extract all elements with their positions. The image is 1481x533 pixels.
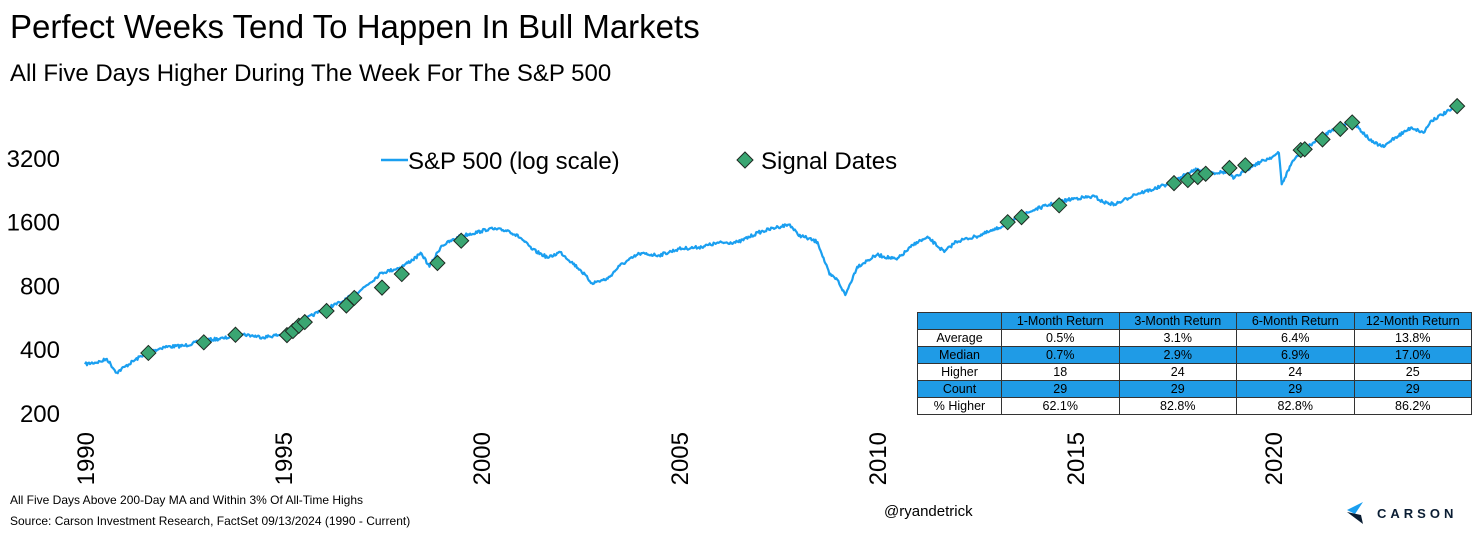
signal-date-marker (1237, 157, 1254, 174)
y-tick-label: 200 (20, 401, 60, 428)
table-cell: 86.2% (1353, 397, 1472, 415)
table-cell: 17.0% (1353, 346, 1472, 364)
signal-date-marker (346, 289, 363, 307)
signal-date-marker (195, 334, 213, 351)
table-row: Count 29 29 29 29 (917, 380, 1472, 398)
legend: S&P 500 (log scale) Signal Dates (381, 148, 897, 175)
table-cell: 18 (1001, 363, 1120, 381)
x-tick-label: 2015 (1063, 432, 1090, 485)
x-tick-label: 1995 (271, 432, 298, 485)
y-axis: 200 400 800 1600 3200 (7, 146, 60, 428)
signal-date-marker (296, 313, 313, 331)
table-cell: 29 (1236, 380, 1355, 398)
x-tick-label: 2000 (469, 432, 496, 485)
row-label: Median (917, 346, 1002, 364)
signal-date-marker (1343, 114, 1361, 131)
signal-date-marker (140, 344, 157, 362)
table-header-corner (917, 312, 1002, 330)
table-cell: 2.9% (1118, 346, 1237, 364)
row-label: Higher (917, 363, 1002, 381)
signal-date-marker (1165, 174, 1183, 192)
author-handle: @ryandetrick (884, 503, 973, 520)
legend-diamond-swatch (736, 151, 754, 169)
source-note: Source: Carson Investment Research, Fact… (10, 514, 411, 528)
table-row: % Higher 62.1% 82.8% 82.8% 86.2% (917, 397, 1472, 415)
table-header-cell: 3-Month Return (1118, 312, 1237, 330)
signal-date-markers (140, 97, 1466, 362)
row-label: Average (917, 329, 1002, 347)
table-header-cell: 1-Month Return (1001, 312, 1120, 330)
x-tick-label: 2005 (667, 432, 694, 485)
table-header-row: 1-Month Return 3-Month Return 6-Month Re… (917, 312, 1472, 330)
y-tick-label: 800 (20, 273, 60, 300)
carson-chevron-logo-icon (1347, 502, 1363, 524)
signal-date-marker (318, 302, 335, 320)
x-tick-label: 2020 (1261, 432, 1288, 485)
chart-title: Perfect Weeks Tend To Happen In Bull Mar… (10, 8, 700, 45)
table-cell: 29 (1118, 380, 1237, 398)
legend-label-sp500: S&P 500 (log scale) (408, 148, 620, 175)
table-cell: 29 (1001, 380, 1120, 398)
legend-label-signal-dates: Signal Dates (761, 148, 897, 175)
x-axis: 1990 1995 2000 2005 2010 2015 2020 (73, 432, 1288, 485)
brand-logo: CARSON (1345, 501, 1457, 525)
table-cell: 82.8% (1118, 397, 1237, 415)
table-cell: 24 (1236, 363, 1355, 381)
table-cell: 0.5% (1001, 329, 1120, 347)
returns-stats-table: 1-Month Return 3-Month Return 6-Month Re… (917, 312, 1472, 415)
x-tick-label: 1990 (73, 432, 100, 485)
x-tick-label: 2010 (865, 432, 892, 485)
signal-date-marker (1296, 141, 1313, 158)
table-header-cell: 12-Month Return (1353, 312, 1472, 330)
signal-date-marker (429, 254, 446, 272)
y-tick-label: 400 (20, 337, 60, 364)
signal-date-marker (1221, 159, 1238, 177)
table-cell: 82.8% (1236, 397, 1355, 415)
table-row: Higher 18 24 24 25 (917, 363, 1472, 381)
table-cell: 13.8% (1353, 329, 1472, 347)
table-cell: 25 (1353, 363, 1472, 381)
signal-date-marker (452, 232, 470, 249)
signal-date-marker (999, 213, 1016, 231)
table-cell: 6.9% (1236, 346, 1355, 364)
table-row: Median 0.7% 2.9% 6.9% 17.0% (917, 346, 1472, 364)
footnote: All Five Days Above 200-Day MA and Withi… (10, 493, 364, 507)
signal-date-marker (1448, 97, 1466, 115)
table-cell: 0.7% (1001, 346, 1120, 364)
table-cell: 29 (1353, 380, 1472, 398)
chart-subtitle: All Five Days Higher During The Week For… (10, 60, 612, 87)
y-tick-label: 1600 (7, 210, 60, 237)
brand-name: CARSON (1377, 505, 1458, 521)
signal-date-marker (393, 265, 411, 283)
table-header-cell: 6-Month Return (1236, 312, 1355, 330)
table-row: Average 0.5% 3.1% 6.4% 13.8% (917, 329, 1472, 347)
signal-date-marker (1332, 120, 1349, 138)
table-cell: 24 (1118, 363, 1237, 381)
row-label: % Higher (917, 397, 1002, 415)
signal-date-marker (227, 326, 244, 343)
signal-date-marker (1050, 197, 1068, 214)
table-cell: 3.1% (1118, 329, 1237, 347)
y-tick-label: 3200 (7, 146, 60, 173)
row-label: Count (917, 380, 1002, 398)
signal-date-marker (1013, 208, 1030, 226)
signal-date-marker (373, 279, 391, 296)
signal-date-marker (1197, 165, 1214, 182)
table-cell: 62.1% (1001, 397, 1120, 415)
signal-date-marker (1314, 131, 1331, 148)
table-cell: 6.4% (1236, 329, 1355, 347)
